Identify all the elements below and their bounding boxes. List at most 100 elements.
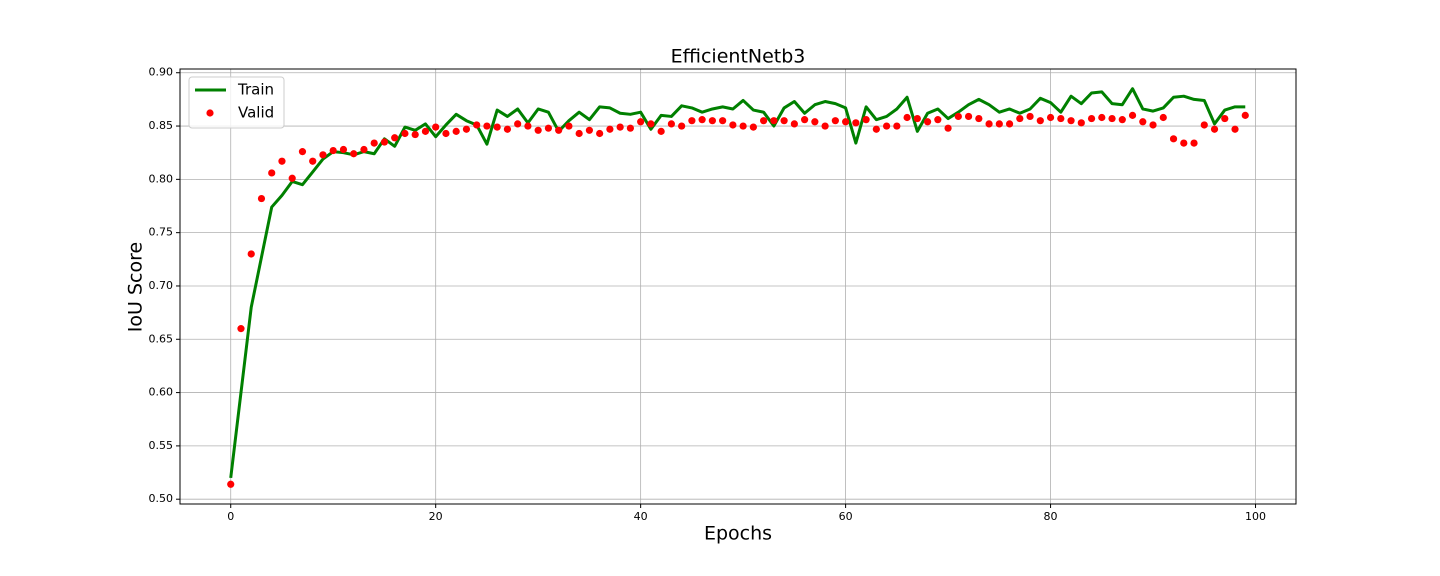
y-tick-label: 0.90: [149, 66, 174, 79]
data-point: [350, 150, 358, 158]
data-point: [503, 125, 512, 133]
data-point: [801, 116, 809, 124]
data-point: [975, 114, 983, 123]
legend-label: Train: [237, 81, 274, 99]
data-point: [1139, 118, 1147, 126]
data-point: [780, 117, 788, 125]
data-point: [1190, 139, 1198, 147]
x-tick-label: 20: [429, 510, 443, 523]
data-point: [667, 120, 675, 128]
data-point: [678, 122, 686, 130]
data-point: [247, 250, 255, 258]
data-point: [606, 125, 614, 133]
data-point: [708, 117, 716, 125]
data-point: [1231, 125, 1239, 133]
data-point: [1118, 116, 1126, 124]
data-point: [1180, 139, 1188, 147]
data-point: [626, 124, 634, 132]
data-point: [637, 118, 645, 126]
data-point: [329, 146, 337, 155]
data-point: [524, 122, 532, 130]
data-point: [309, 157, 317, 165]
data-point: [790, 120, 798, 128]
y-tick-label: 0.75: [149, 226, 174, 239]
data-point: [1210, 125, 1219, 133]
data-point: [442, 129, 450, 138]
data-point: [1005, 120, 1014, 128]
plot-frame: [179, 68, 1297, 505]
data-point: [380, 138, 389, 146]
data-point: [739, 122, 747, 130]
data-point: [842, 118, 850, 126]
y-tick-label: 0.65: [149, 332, 174, 345]
data-point: [821, 122, 829, 130]
data-point: [319, 151, 327, 159]
data-point: [575, 129, 583, 138]
data-point: [770, 117, 778, 125]
data-point: [339, 145, 348, 154]
data-point: [811, 118, 819, 126]
data-point: [278, 157, 286, 165]
y-tick-label: 0.60: [149, 386, 174, 399]
data-point: [1016, 114, 1024, 123]
data-point: [452, 127, 460, 135]
y-axis-label: IoU Score: [125, 242, 147, 332]
data-point: [1200, 121, 1208, 129]
data-point: [391, 134, 399, 142]
data-point: [1046, 113, 1055, 122]
data-point: [985, 120, 993, 128]
data-point: [370, 139, 378, 147]
data-point: [882, 122, 891, 130]
data-point: [647, 120, 655, 128]
y-tick-label: 0.50: [149, 492, 174, 505]
train-line: [229, 87, 1246, 479]
data-point: [432, 123, 440, 131]
legend-marker: [206, 109, 214, 117]
data-point: [831, 117, 839, 125]
data-point: [1159, 113, 1167, 122]
data-point: [585, 126, 594, 134]
x-tick-label: 60: [839, 510, 853, 523]
data-point: [268, 169, 276, 177]
data-point: [749, 123, 757, 131]
data-point: [872, 125, 880, 133]
data-point: [893, 122, 901, 130]
data-point: [411, 130, 419, 139]
data-point: [616, 123, 624, 131]
data-point: [1077, 119, 1085, 127]
data-point: [657, 127, 665, 135]
data-point: [1026, 112, 1034, 121]
data-point: [719, 117, 727, 125]
data-point: [1169, 135, 1178, 143]
data-point: [473, 121, 481, 129]
data-point: [565, 122, 573, 130]
data-point: [1036, 117, 1044, 125]
y-tick-label: 0.80: [149, 172, 174, 185]
data-point: [1067, 117, 1075, 125]
data-point: [298, 148, 307, 156]
data-point: [1149, 121, 1157, 129]
data-point: [483, 122, 491, 130]
data-point: [421, 127, 430, 135]
chart-title: EfficientNetb3: [671, 46, 806, 68]
data-point: [1098, 113, 1106, 122]
legend-label: Valid: [238, 104, 274, 122]
data-point: [493, 123, 501, 131]
data-point: [913, 114, 921, 123]
data-point: [903, 113, 911, 122]
y-tick-label: 0.70: [149, 279, 174, 292]
data-point: [514, 120, 522, 128]
data-point: [964, 112, 973, 121]
data-point: [862, 116, 870, 124]
data-point: [360, 145, 368, 154]
data-point: [401, 129, 409, 138]
data-point: [544, 124, 553, 132]
data-point: [944, 124, 952, 132]
data-point: [729, 121, 737, 129]
data-point: [954, 112, 962, 121]
x-tick-label: 80: [1044, 510, 1058, 523]
x-tick-label: 100: [1245, 510, 1266, 523]
data-point: [1241, 111, 1249, 119]
